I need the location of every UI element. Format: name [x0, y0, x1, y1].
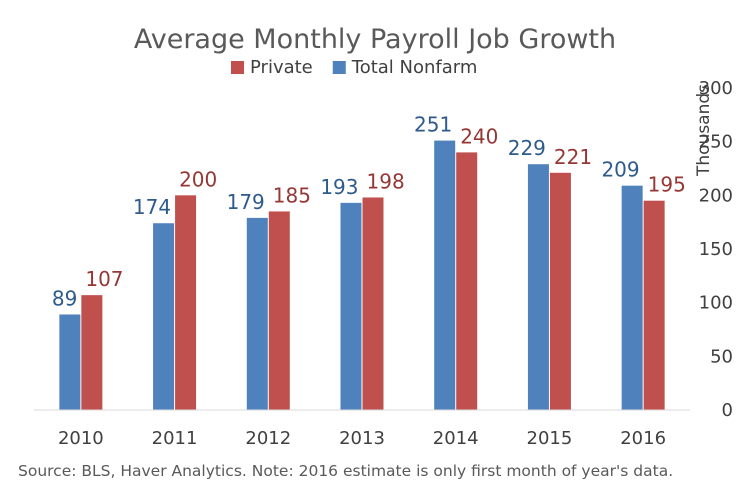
x-tick-label-2013: 2013 [339, 428, 385, 449]
y-tick-label-300: 300 [699, 78, 733, 99]
source-note: Source: BLS, Haver Analytics. Note: 2016… [18, 462, 673, 480]
bar-private-2013 [362, 197, 384, 410]
bar-total-nonfarm-2014 [434, 140, 456, 411]
data-label-private-2012: 185 [273, 183, 311, 207]
data-label-private-2014: 240 [460, 124, 498, 148]
data-label-total-nonfarm-2015: 229 [508, 136, 546, 160]
data-label-private-2015: 221 [554, 145, 592, 169]
x-tick-label-2016: 2016 [620, 428, 666, 449]
data-label-total-nonfarm-2012: 179 [227, 190, 265, 214]
legend-label-private: Private [250, 57, 313, 78]
data-label-private-2016: 195 [648, 173, 686, 197]
x-tick-label-2012: 2012 [245, 428, 291, 449]
y-tick-label-100: 100 [699, 293, 733, 314]
y-axis-label: Thousands [694, 84, 714, 177]
y-tick-label-250: 250 [699, 132, 733, 153]
y-tick-label-200: 200 [699, 185, 733, 206]
x-tick-label-2015: 2015 [527, 428, 573, 449]
data-label-private-2013: 198 [367, 169, 405, 193]
bar-private-2015 [549, 172, 571, 410]
y-tick-label-50: 50 [710, 346, 733, 367]
y-tick-label-0: 0 [722, 400, 733, 421]
bar-total-nonfarm-2015 [527, 164, 549, 410]
bar-total-nonfarm-2013 [340, 202, 362, 410]
bar-private-2011 [175, 195, 197, 410]
bar-total-nonfarm-2012 [246, 217, 268, 410]
chart-title: Average Monthly Payroll Job Growth [134, 24, 616, 55]
bar-total-nonfarm-2016 [621, 185, 643, 410]
data-labels-group: 89 107 174 200 179 185 193 198 251 240 229 221 209 19… [52, 113, 686, 311]
legend-label-total-nonfarm: Total Nonfarm [351, 57, 478, 78]
legend: Private Total Nonfarm [231, 57, 477, 78]
bar-private-2010 [81, 295, 103, 410]
data-label-total-nonfarm-2016: 209 [601, 158, 639, 182]
x-tick-label-2010: 2010 [58, 428, 104, 449]
data-label-total-nonfarm-2010: 89 [52, 286, 77, 310]
x-tick-label-2014: 2014 [433, 428, 479, 449]
bar-private-2014 [456, 152, 478, 410]
bar-private-2016 [643, 200, 665, 410]
data-label-total-nonfarm-2013: 193 [320, 175, 358, 199]
bars-group [59, 140, 665, 411]
y-tick-label-150: 150 [699, 239, 733, 260]
data-label-private-2010: 107 [85, 267, 123, 291]
bar-total-nonfarm-2011 [153, 223, 175, 410]
y-axis-tick-labels: 0 50 100 150 200 250 300 [699, 78, 733, 421]
data-label-private-2011: 200 [179, 167, 217, 191]
x-tick-label-2011: 2011 [152, 428, 198, 449]
x-axis-tick-labels: 2010 2011 2012 2013 2014 2015 2016 [58, 428, 666, 449]
data-label-total-nonfarm-2011: 174 [133, 195, 171, 219]
legend-swatch-private [231, 61, 244, 74]
bar-total-nonfarm-2010 [59, 314, 81, 410]
data-label-total-nonfarm-2014: 251 [414, 113, 452, 137]
bar-private-2012 [268, 211, 290, 410]
legend-swatch-total-nonfarm [332, 61, 346, 74]
